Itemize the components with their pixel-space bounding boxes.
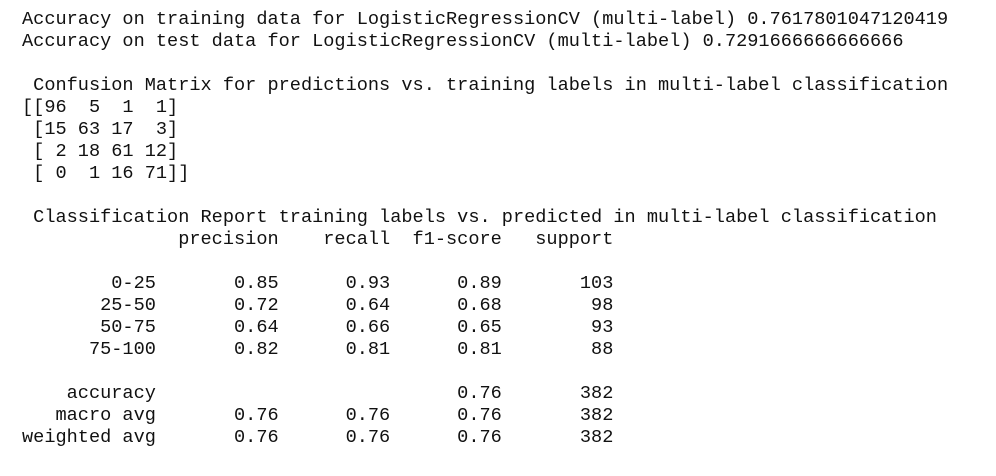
matrix-row: [15 63 17 3] [22,119,179,140]
accuracy-line: Accuracy on test data for LogisticRegres… [22,31,904,52]
matrix-row: [[96 5 1 1] [22,97,179,118]
section-title: Classification Report training labels vs… [22,207,937,228]
section-title: Confusion Matrix for predictions vs. tra… [22,75,949,96]
report-row: 50-75 0.64 0.66 0.65 93 [22,317,614,338]
report-summary-row: weighted avg 0.76 0.76 0.76 382 [22,427,614,448]
report-summary-row: accuracy 0.76 382 [22,383,614,404]
report-row: 25-50 0.72 0.64 0.68 98 [22,295,614,316]
matrix-row: [ 0 1 16 71]] [22,163,190,184]
accuracy-line: Accuracy on training data for LogisticRe… [22,9,949,30]
matrix-row: [ 2 18 61 12] [22,141,179,162]
report-header: precision recall f1-score support [22,229,614,250]
report-summary-row: macro avg 0.76 0.76 0.76 382 [22,405,614,426]
report-row: 75-100 0.82 0.81 0.81 88 [22,339,614,360]
report-row: 0-25 0.85 0.93 0.89 103 [22,273,614,294]
